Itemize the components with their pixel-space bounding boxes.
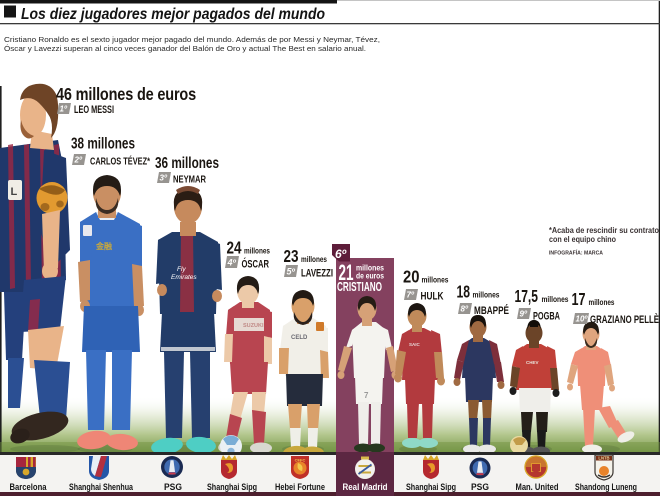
svg-text:Emirates: Emirates: [171, 274, 197, 281]
svg-text:17,5: 17,5: [515, 286, 539, 306]
svg-text:de euros: de euros: [356, 271, 384, 281]
svg-text:millones: millones: [589, 298, 615, 307]
svg-text:18: 18: [457, 282, 471, 302]
svg-text:PSG: PSG: [164, 482, 182, 492]
svg-text:LAVEZZI: LAVEZZI: [301, 268, 333, 280]
svg-text:Óscar y Lavezzi superan al cin: Óscar y Lavezzi superan al cinco veces g…: [4, 44, 366, 53]
svg-text:Los diez jugadores mejor pagad: Los diez jugadores mejor pagados del mun…: [21, 6, 325, 23]
svg-text:Shanghai Sipg: Shanghai Sipg: [207, 482, 257, 492]
svg-text:Man. United: Man. United: [516, 482, 559, 492]
svg-text:Fly: Fly: [177, 266, 186, 273]
svg-text:MBAPPÉ: MBAPPÉ: [474, 304, 509, 317]
svg-text:CRISTIANO: CRISTIANO: [337, 280, 382, 294]
svg-text:CFFC: CFFC: [295, 458, 306, 463]
svg-text:POGBA: POGBA: [533, 311, 560, 323]
svg-text:Shanghai Shenhua: Shanghai Shenhua: [69, 482, 134, 492]
svg-text:Shanghai Sipg: Shanghai Sipg: [406, 482, 456, 492]
svg-text:con el equipo chino: con el equipo chino: [549, 235, 616, 244]
svg-text:2º: 2º: [74, 156, 83, 165]
svg-text:17: 17: [572, 289, 586, 309]
svg-text:millones: millones: [542, 295, 569, 304]
svg-text:CELD: CELD: [291, 335, 308, 341]
svg-text:8º: 8º: [461, 305, 469, 314]
svg-text:LNTB: LNTB: [598, 455, 609, 460]
svg-text:1º: 1º: [60, 105, 68, 114]
svg-text:金融: 金融: [95, 241, 112, 251]
svg-text:24: 24: [227, 238, 242, 258]
svg-text:6º: 6º: [335, 247, 347, 261]
svg-text:9º: 9º: [520, 310, 528, 319]
svg-text:LEO MESSI: LEO MESSI: [74, 104, 114, 116]
svg-text:millones: millones: [244, 247, 270, 256]
svg-text:CARLOS TÉVEZ*: CARLOS TÉVEZ*: [90, 155, 151, 168]
svg-text:CHEV: CHEV: [526, 360, 539, 365]
svg-text:3º: 3º: [160, 174, 168, 183]
svg-text:10º: 10º: [576, 315, 589, 324]
svg-text:23: 23: [284, 246, 299, 266]
svg-text:SAIC: SAIC: [409, 342, 421, 347]
svg-text:HULK: HULK: [421, 291, 444, 303]
svg-text:21: 21: [339, 260, 354, 285]
svg-text:NEYMAR: NEYMAR: [173, 174, 206, 186]
svg-text:Real Madrid: Real Madrid: [343, 482, 388, 492]
svg-text:Barcelona: Barcelona: [10, 482, 48, 492]
svg-text:GRAZIANO PELLÈ: GRAZIANO PELLÈ: [590, 313, 659, 326]
svg-text:PSG: PSG: [471, 482, 489, 492]
svg-text:SUZUKI: SUZUKI: [243, 323, 264, 329]
svg-text:*Acaba de rescindir su contrat: *Acaba de rescindir su contrato: [549, 226, 659, 235]
svg-text:36 millones: 36 millones: [155, 155, 219, 172]
svg-text:millones: millones: [473, 291, 500, 300]
svg-text:4º: 4º: [227, 258, 237, 268]
svg-text:7: 7: [364, 391, 369, 400]
svg-text:L: L: [11, 186, 18, 198]
svg-text:INFOGRAFÍA: MARCA: INFOGRAFÍA: MARCA: [549, 249, 604, 257]
svg-text:millones: millones: [422, 276, 449, 285]
svg-text:millones: millones: [356, 263, 384, 273]
svg-text:Hebei Fortune: Hebei Fortune: [275, 482, 325, 492]
svg-text:38 millones: 38 millones: [71, 136, 135, 153]
svg-text:5º: 5º: [287, 267, 296, 277]
svg-text:7º: 7º: [407, 291, 415, 300]
svg-text:Cristiano Ronaldo es el sexto: Cristiano Ronaldo es el sexto jugador me…: [4, 35, 380, 44]
svg-text:Shandong Luneng: Shandong Luneng: [575, 482, 637, 492]
svg-text:46 millones de euros: 46 millones de euros: [56, 84, 196, 104]
svg-text:ÓSCAR: ÓSCAR: [242, 258, 270, 271]
svg-text:20: 20: [403, 267, 420, 287]
svg-text:millones: millones: [301, 255, 327, 264]
